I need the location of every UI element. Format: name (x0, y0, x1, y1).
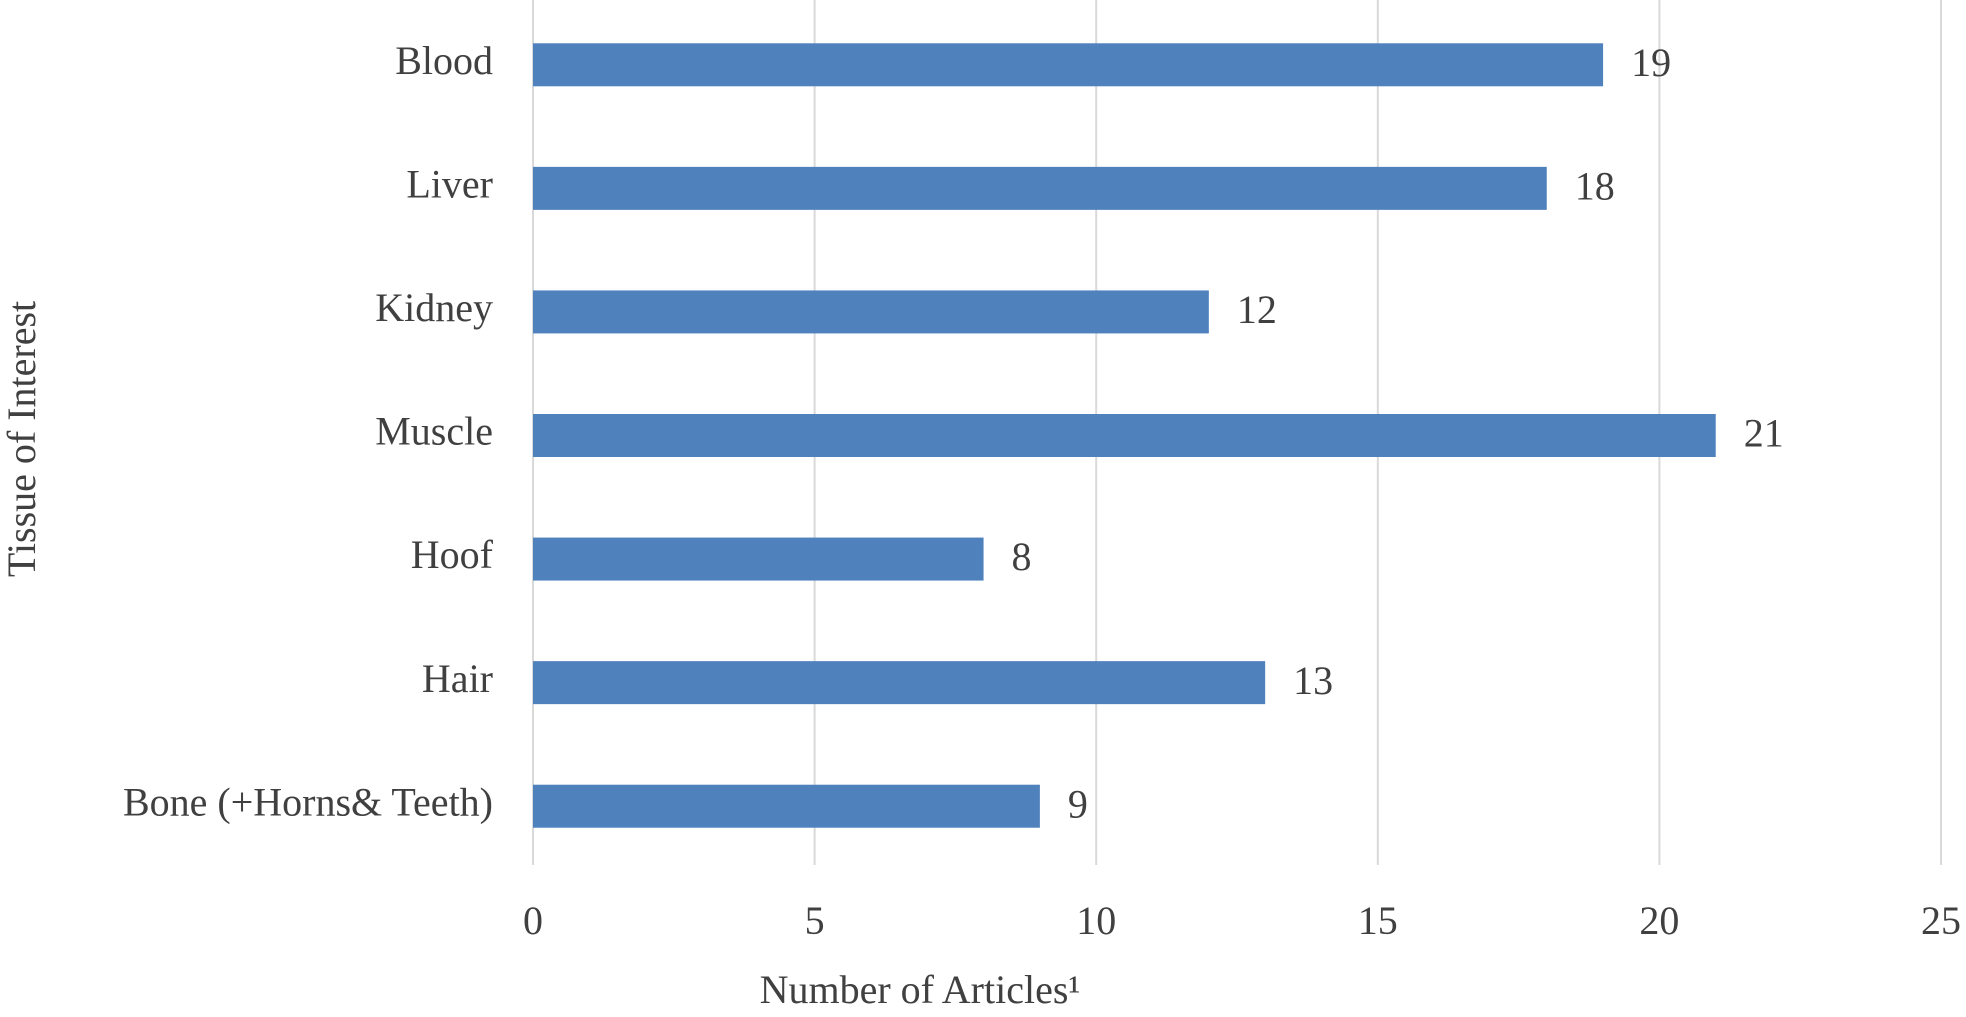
bar (533, 290, 1209, 334)
data-label: 18 (1575, 164, 1615, 209)
data-label: 9 (1068, 781, 1088, 826)
y-tick-label: Kidney (375, 285, 493, 330)
y-tick-label: Hair (422, 656, 493, 701)
x-tick-label: 15 (1358, 898, 1398, 943)
bar (533, 537, 984, 581)
data-label: 13 (1293, 658, 1333, 703)
x-tick-label: 10 (1076, 898, 1116, 943)
data-label: 19 (1631, 40, 1671, 85)
x-tick-label: 25 (1921, 898, 1961, 943)
bar (533, 784, 1040, 828)
bar (533, 414, 1716, 457)
data-label: 21 (1744, 411, 1784, 456)
x-tick-label: 0 (523, 898, 543, 943)
x-tick-label: 20 (1639, 898, 1679, 943)
data-label: 12 (1237, 287, 1277, 332)
y-tick-label: Bone (+Horns& Teeth) (123, 779, 493, 824)
bar (533, 43, 1604, 87)
y-tick-label: Liver (406, 162, 493, 207)
y-tick-label: Hoof (411, 532, 494, 577)
y-axis-title: Tissue of Interest (0, 301, 44, 577)
x-tick-label: 5 (805, 898, 825, 943)
data-label: 8 (1012, 534, 1032, 579)
x-axis-title: Number of Articles¹ (760, 967, 1081, 1012)
y-tick-label: Blood (395, 38, 493, 83)
bar (533, 661, 1266, 705)
bar (533, 166, 1547, 210)
y-tick-label: Muscle (375, 409, 493, 454)
